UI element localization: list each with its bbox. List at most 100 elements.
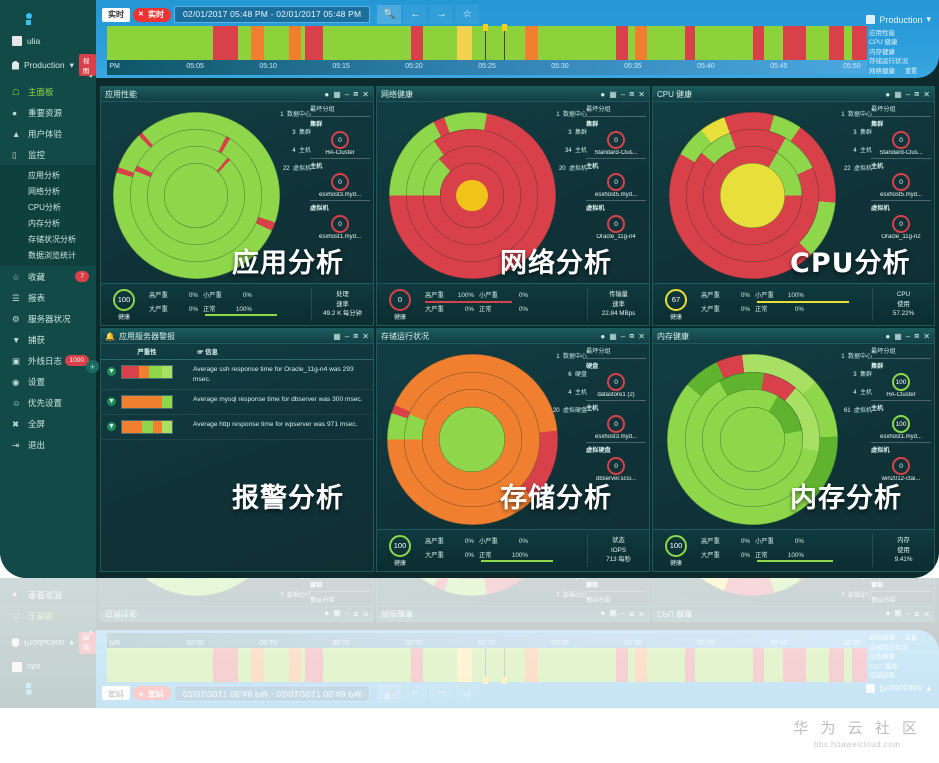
sidebar-item-捕获[interactable]: ▼ 捕获 (0, 329, 96, 350)
sidebar-item-用户体验[interactable]: ▲ 用户体验 (0, 578, 96, 585)
close-icon[interactable]: ✕ (362, 609, 369, 619)
legend-name[interactable]: Oracle_11g-n2 (881, 234, 921, 240)
sunburst-chart[interactable] (377, 102, 587, 285)
panel-cpu-health[interactable]: CPU 健康 ● ▦ – ⧈ ✕ 1 数据中心 3 集群 4 主机 22 (652, 86, 935, 326)
panel-memory-health[interactable]: 内存健康 ● ▦ – ⧈ ✕ 1 数据中心 3 集群 4 主机 61 虚拟 (652, 328, 935, 572)
legend-score[interactable]: 0 (607, 131, 625, 149)
minimize-icon[interactable]: – (620, 89, 626, 99)
minimize-icon[interactable]: – (344, 331, 350, 341)
product-selector[interactable]: Production ▾ (866, 14, 931, 25)
info-icon[interactable]: ● (600, 331, 606, 341)
info-icon[interactable]: ● (600, 609, 606, 619)
timeline-cursor[interactable] (483, 646, 489, 684)
legend-score[interactable]: 0 (892, 173, 910, 191)
minimize-icon[interactable]: – (344, 89, 350, 99)
sunburst-chart[interactable] (653, 578, 872, 606)
legend-name[interactable]: Standard-Clus... (594, 150, 638, 156)
grid-icon[interactable]: ▦ (609, 89, 617, 99)
sidebar-tenant[interactable]: Production ▾ 视图 (0, 627, 96, 658)
sidebar-subitem-内存分析[interactable]: 内存分析 (28, 218, 60, 228)
sidebar-user[interactable]: ulia (0, 658, 96, 676)
grid-icon[interactable]: ▦ (609, 331, 617, 341)
forward-arrow-icon[interactable]: → (429, 5, 454, 24)
realtime-tab[interactable]: 实时 (102, 7, 130, 22)
close-icon[interactable]: ✕ (923, 609, 930, 619)
sidebar-subitem-网络分析[interactable]: 网络分析 (28, 186, 60, 196)
grid-icon[interactable]: ▦ (894, 89, 902, 99)
sidebar-item-服务器状况[interactable]: ⚙ 服务器状况 (0, 308, 96, 329)
sidebar-user[interactable]: ulia (0, 32, 96, 50)
star-icon[interactable]: ☆ (455, 684, 479, 703)
sidebar-subitem-数据浏览统计[interactable]: 数据浏览统计 (28, 250, 76, 260)
legend-name[interactable]: datastore1 (2) (597, 392, 635, 398)
realtime-tab[interactable]: 实时 (102, 686, 130, 701)
sidebar-collapse-icon[interactable]: ◂ (88, 73, 92, 80)
legend-score[interactable]: 0 (892, 457, 910, 475)
sidebar-item-外线日志[interactable]: ▣ 外线日志 1000 (0, 350, 96, 371)
sidebar-item-全屏[interactable]: ✖ 全屏 (0, 413, 96, 434)
expand-row-icon[interactable]: ▼ (107, 397, 116, 407)
expand-icon[interactable]: ⧈ (914, 89, 920, 98)
sunburst-chart[interactable] (101, 102, 311, 285)
health-timeline[interactable] (107, 646, 867, 684)
timeline-reset-label[interactable]: 重置 (904, 69, 917, 75)
back-arrow-icon[interactable]: ← (403, 5, 428, 24)
legend-name[interactable]: esxhost5.myd... (879, 192, 923, 198)
panel-storage-health[interactable]: 存储运行状况 ● ▦ – ⧈ ✕ 1 数据中心 6 硬盘 4 主机 20 (376, 328, 650, 572)
sidebar-item-退出[interactable]: ⇥ 退出 (0, 434, 96, 455)
panel-app-performance[interactable]: 应用性能 ● ▦ – ⧈ ✕ 1 数据中心 3 集群 4 主机 22 虚拟 (100, 86, 374, 326)
legend-score[interactable]: 0 (892, 215, 910, 233)
info-icon[interactable]: ● (324, 609, 330, 619)
table-row[interactable]: ▼ Average http response time for wpserve… (101, 415, 373, 441)
sidebar-item-主面板[interactable]: ☖ 主面板 (0, 606, 96, 627)
health-timeline[interactable] (107, 24, 867, 62)
sidebar-tenant[interactable]: Production ▾ 视图 (0, 50, 96, 81)
legend-score[interactable]: 0 (331, 215, 349, 233)
panel-alerts[interactable]: 🔔 应用服务器警报 ▦ – ⧈ ✕ 严重性 ☞ 信息 ▼ (100, 328, 374, 572)
sidebar-item-设置[interactable]: ◉ 设置 (0, 371, 96, 392)
info-icon[interactable]: ● (600, 89, 606, 99)
timeline-cursor[interactable] (483, 24, 489, 62)
legend-score[interactable]: 0 (607, 415, 625, 433)
sidebar-item-主面板[interactable]: ☖ 主面板 (0, 81, 96, 102)
sunburst-chart[interactable] (653, 102, 872, 285)
column-header-severity[interactable]: 严重性 (137, 349, 157, 356)
sidebar-subitem-应用分析[interactable]: 应用分析 (28, 170, 60, 180)
legend-name[interactable]: HA-Cluster (886, 392, 916, 398)
expand-icon[interactable]: ⧈ (353, 89, 359, 98)
grid-icon[interactable]: ▦ (894, 331, 902, 341)
legend-name[interactable]: dbserver.scsi... (595, 476, 636, 482)
grid-icon[interactable]: ▦ (894, 609, 902, 619)
add-panel-button[interactable]: + (86, 360, 99, 373)
timeline-cursor[interactable] (502, 24, 508, 62)
grid-icon[interactable]: ▦ (609, 609, 617, 619)
minimize-icon[interactable]: – (620, 331, 626, 341)
search-icon[interactable]: 🔍 (377, 684, 402, 703)
sunburst-chart[interactable] (377, 344, 587, 531)
legend-score[interactable]: 0 (607, 373, 625, 391)
legend-score[interactable]: 0 (607, 215, 625, 233)
forward-arrow-icon[interactable]: → (429, 684, 453, 703)
legend-name[interactable]: Oracle_11g-n4 (596, 234, 636, 240)
grid-icon[interactable]: ▦ (333, 609, 341, 619)
legend-name[interactable]: esxhost3.myd... (594, 434, 638, 440)
info-icon[interactable]: ● (324, 89, 330, 99)
close-icon[interactable]: ✕ (638, 89, 645, 99)
panel-cpu-health[interactable]: CPU 健康 ● ▦ – ⧈ ✕ 1 数据中心 3 集群 4 主机 22 (652, 578, 935, 622)
legend-score[interactable]: 0 (331, 173, 349, 191)
sidebar-subitem-CPU分析[interactable]: CPU分析 (28, 202, 61, 212)
expand-icon[interactable]: ⧈ (353, 331, 359, 340)
legend-score[interactable]: 0 (331, 131, 349, 149)
sidebar-item-用户体验[interactable]: ▲ 用户体验 (0, 123, 96, 144)
sidebar-item-重要资源[interactable]: ● 重要资源 (0, 585, 96, 606)
legend-name[interactable]: HA-Cluster (325, 150, 355, 156)
sidebar-collapse-icon[interactable]: ◂ (88, 628, 92, 635)
date-range-input[interactable]: 02/01/2017 05:48 PM - 02/01/2017 05:48 P… (174, 685, 371, 702)
legend-score[interactable]: 0 (607, 173, 625, 191)
info-icon[interactable]: ● (885, 609, 891, 619)
back-arrow-icon[interactable]: ← (403, 684, 427, 703)
sidebar-item-收藏[interactable]: ☆ 收藏 7 (0, 266, 96, 287)
column-header-message[interactable]: ☞ 信息 (197, 349, 218, 356)
date-range-input[interactable]: 02/01/2017 05:48 PM - 02/01/2017 05:48 P… (174, 6, 371, 23)
legend-score[interactable]: 0 (607, 457, 625, 475)
